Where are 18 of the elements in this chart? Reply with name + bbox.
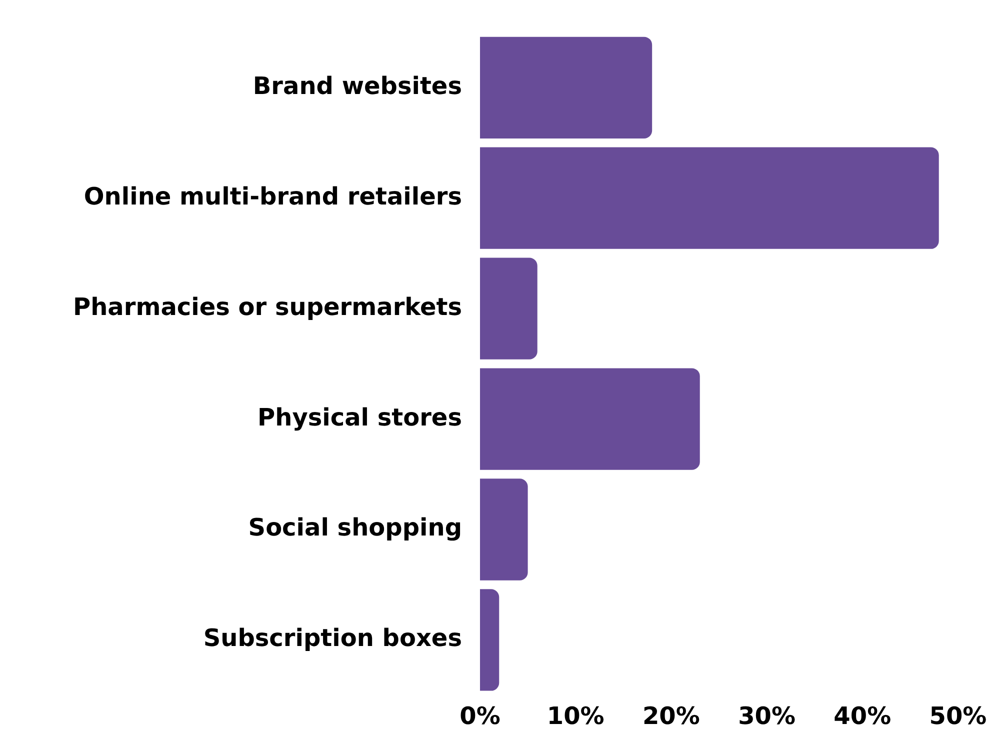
y-tick-label: Pharmacies or supermarkets bbox=[72, 292, 462, 321]
bar bbox=[480, 258, 538, 360]
x-tick-label: 0% bbox=[460, 702, 500, 730]
bar bbox=[480, 147, 939, 249]
bar bbox=[480, 589, 500, 691]
bar bbox=[480, 368, 700, 470]
bar bbox=[480, 478, 528, 580]
x-tick-label: 40% bbox=[834, 702, 892, 730]
x-tick-label: 50% bbox=[929, 702, 987, 730]
x-tick-label: 30% bbox=[738, 702, 796, 730]
x-tick-label: 20% bbox=[642, 702, 700, 730]
y-tick-label: Subscription boxes bbox=[203, 624, 462, 652]
bar bbox=[480, 36, 652, 138]
y-tick-label: Online multi-brand retailers bbox=[84, 182, 462, 210]
y-tick-label: Social shopping bbox=[248, 514, 462, 542]
y-tick-label: Physical stores bbox=[258, 403, 462, 432]
x-tick-label: 10% bbox=[546, 702, 604, 730]
y-tick-label: Brand websites bbox=[252, 72, 462, 100]
